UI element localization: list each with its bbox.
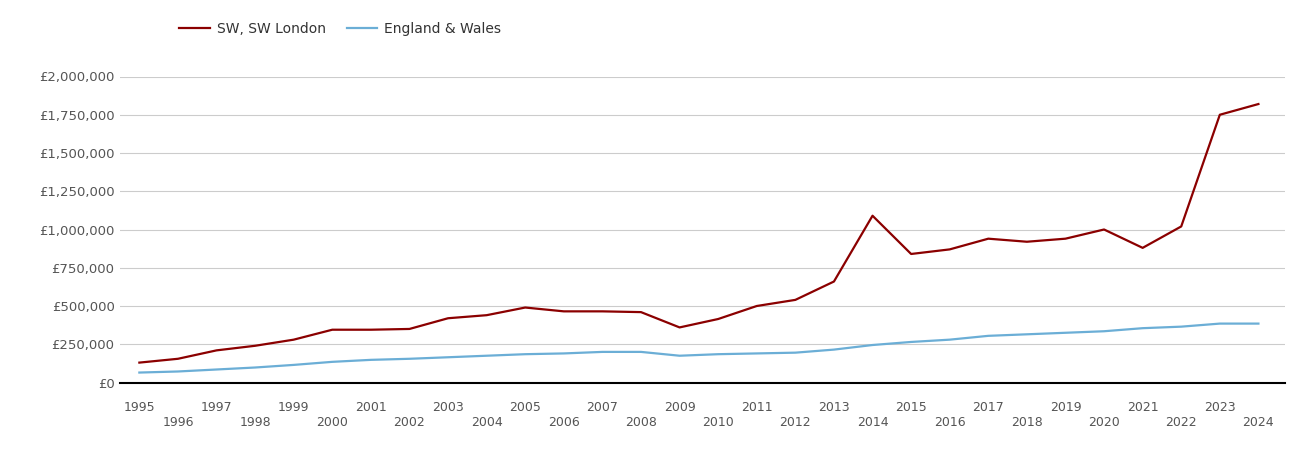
England & Wales xyxy=(865,342,881,348)
England & Wales xyxy=(402,356,418,361)
SW, SW London xyxy=(363,327,378,333)
SW, SW London xyxy=(826,279,842,284)
Text: 1998: 1998 xyxy=(239,416,271,429)
England & Wales xyxy=(1250,321,1266,326)
England & Wales xyxy=(1019,332,1035,337)
Text: 2014: 2014 xyxy=(856,416,889,429)
SW, SW London xyxy=(1173,224,1189,229)
England & Wales xyxy=(517,351,532,357)
England & Wales xyxy=(363,357,378,363)
SW, SW London xyxy=(402,326,418,332)
Text: 2016: 2016 xyxy=(934,416,966,429)
Text: 2021: 2021 xyxy=(1126,400,1159,414)
Text: 1997: 1997 xyxy=(201,400,232,414)
England & Wales xyxy=(1212,321,1228,326)
Text: 2013: 2013 xyxy=(818,400,850,414)
SW, SW London xyxy=(1096,227,1112,232)
SW, SW London xyxy=(942,247,958,252)
England & Wales xyxy=(980,333,996,338)
SW, SW London xyxy=(286,337,301,342)
England & Wales xyxy=(672,353,688,358)
Text: 2006: 2006 xyxy=(548,416,579,429)
England & Wales xyxy=(132,370,147,375)
England & Wales xyxy=(1135,325,1151,331)
Text: 2019: 2019 xyxy=(1049,400,1082,414)
Text: 2004: 2004 xyxy=(471,416,502,429)
SW, SW London xyxy=(1135,245,1151,251)
England & Wales xyxy=(633,349,649,355)
SW, SW London xyxy=(1250,101,1266,107)
SW, SW London xyxy=(633,310,649,315)
England & Wales xyxy=(325,359,341,364)
SW, SW London xyxy=(749,303,765,309)
SW, SW London xyxy=(479,312,495,318)
SW, SW London xyxy=(556,309,572,314)
Legend: SW, SW London, England & Wales: SW, SW London, England & Wales xyxy=(174,16,506,41)
Text: 1999: 1999 xyxy=(278,400,309,414)
SW, SW London xyxy=(1057,236,1073,241)
England & Wales xyxy=(903,339,919,345)
SW, SW London xyxy=(903,251,919,256)
England & Wales xyxy=(1096,328,1112,334)
England & Wales xyxy=(1173,324,1189,329)
England & Wales xyxy=(942,337,958,342)
Text: 2020: 2020 xyxy=(1088,416,1120,429)
Text: 2002: 2002 xyxy=(394,416,425,429)
Text: 2018: 2018 xyxy=(1011,416,1043,429)
SW, SW London xyxy=(247,343,262,348)
Text: 2005: 2005 xyxy=(509,400,542,414)
Text: 2007: 2007 xyxy=(586,400,619,414)
SW, SW London xyxy=(325,327,341,333)
Line: England & Wales: England & Wales xyxy=(140,324,1258,373)
Text: 2008: 2008 xyxy=(625,416,656,429)
Text: 2000: 2000 xyxy=(316,416,348,429)
England & Wales xyxy=(209,367,224,372)
England & Wales xyxy=(479,353,495,358)
SW, SW London xyxy=(1019,239,1035,244)
England & Wales xyxy=(286,362,301,368)
SW, SW London xyxy=(787,297,803,302)
England & Wales xyxy=(826,347,842,352)
England & Wales xyxy=(710,351,726,357)
Text: 2012: 2012 xyxy=(779,416,812,429)
England & Wales xyxy=(440,355,455,360)
Text: 2010: 2010 xyxy=(702,416,733,429)
SW, SW London xyxy=(517,305,532,310)
Line: SW, SW London: SW, SW London xyxy=(140,104,1258,363)
Text: 2024: 2024 xyxy=(1242,416,1274,429)
SW, SW London xyxy=(209,348,224,353)
SW, SW London xyxy=(440,315,455,321)
England & Wales xyxy=(595,349,611,355)
England & Wales xyxy=(749,351,765,356)
England & Wales xyxy=(556,351,572,356)
England & Wales xyxy=(170,369,185,374)
SW, SW London xyxy=(132,360,147,365)
SW, SW London xyxy=(980,236,996,241)
Text: 1995: 1995 xyxy=(124,400,155,414)
SW, SW London xyxy=(595,309,611,314)
Text: 2003: 2003 xyxy=(432,400,465,414)
SW, SW London xyxy=(710,316,726,322)
SW, SW London xyxy=(170,356,185,361)
SW, SW London xyxy=(865,213,881,218)
England & Wales xyxy=(1057,330,1073,335)
Text: 2001: 2001 xyxy=(355,400,386,414)
Text: 2017: 2017 xyxy=(972,400,1004,414)
Text: 2011: 2011 xyxy=(741,400,773,414)
Text: 2009: 2009 xyxy=(664,400,696,414)
SW, SW London xyxy=(1212,112,1228,117)
SW, SW London xyxy=(672,325,688,330)
Text: 2022: 2022 xyxy=(1165,416,1197,429)
England & Wales xyxy=(787,350,803,356)
Text: 1996: 1996 xyxy=(162,416,193,429)
Text: 2015: 2015 xyxy=(895,400,927,414)
Text: 2023: 2023 xyxy=(1205,400,1236,414)
England & Wales xyxy=(247,365,262,370)
